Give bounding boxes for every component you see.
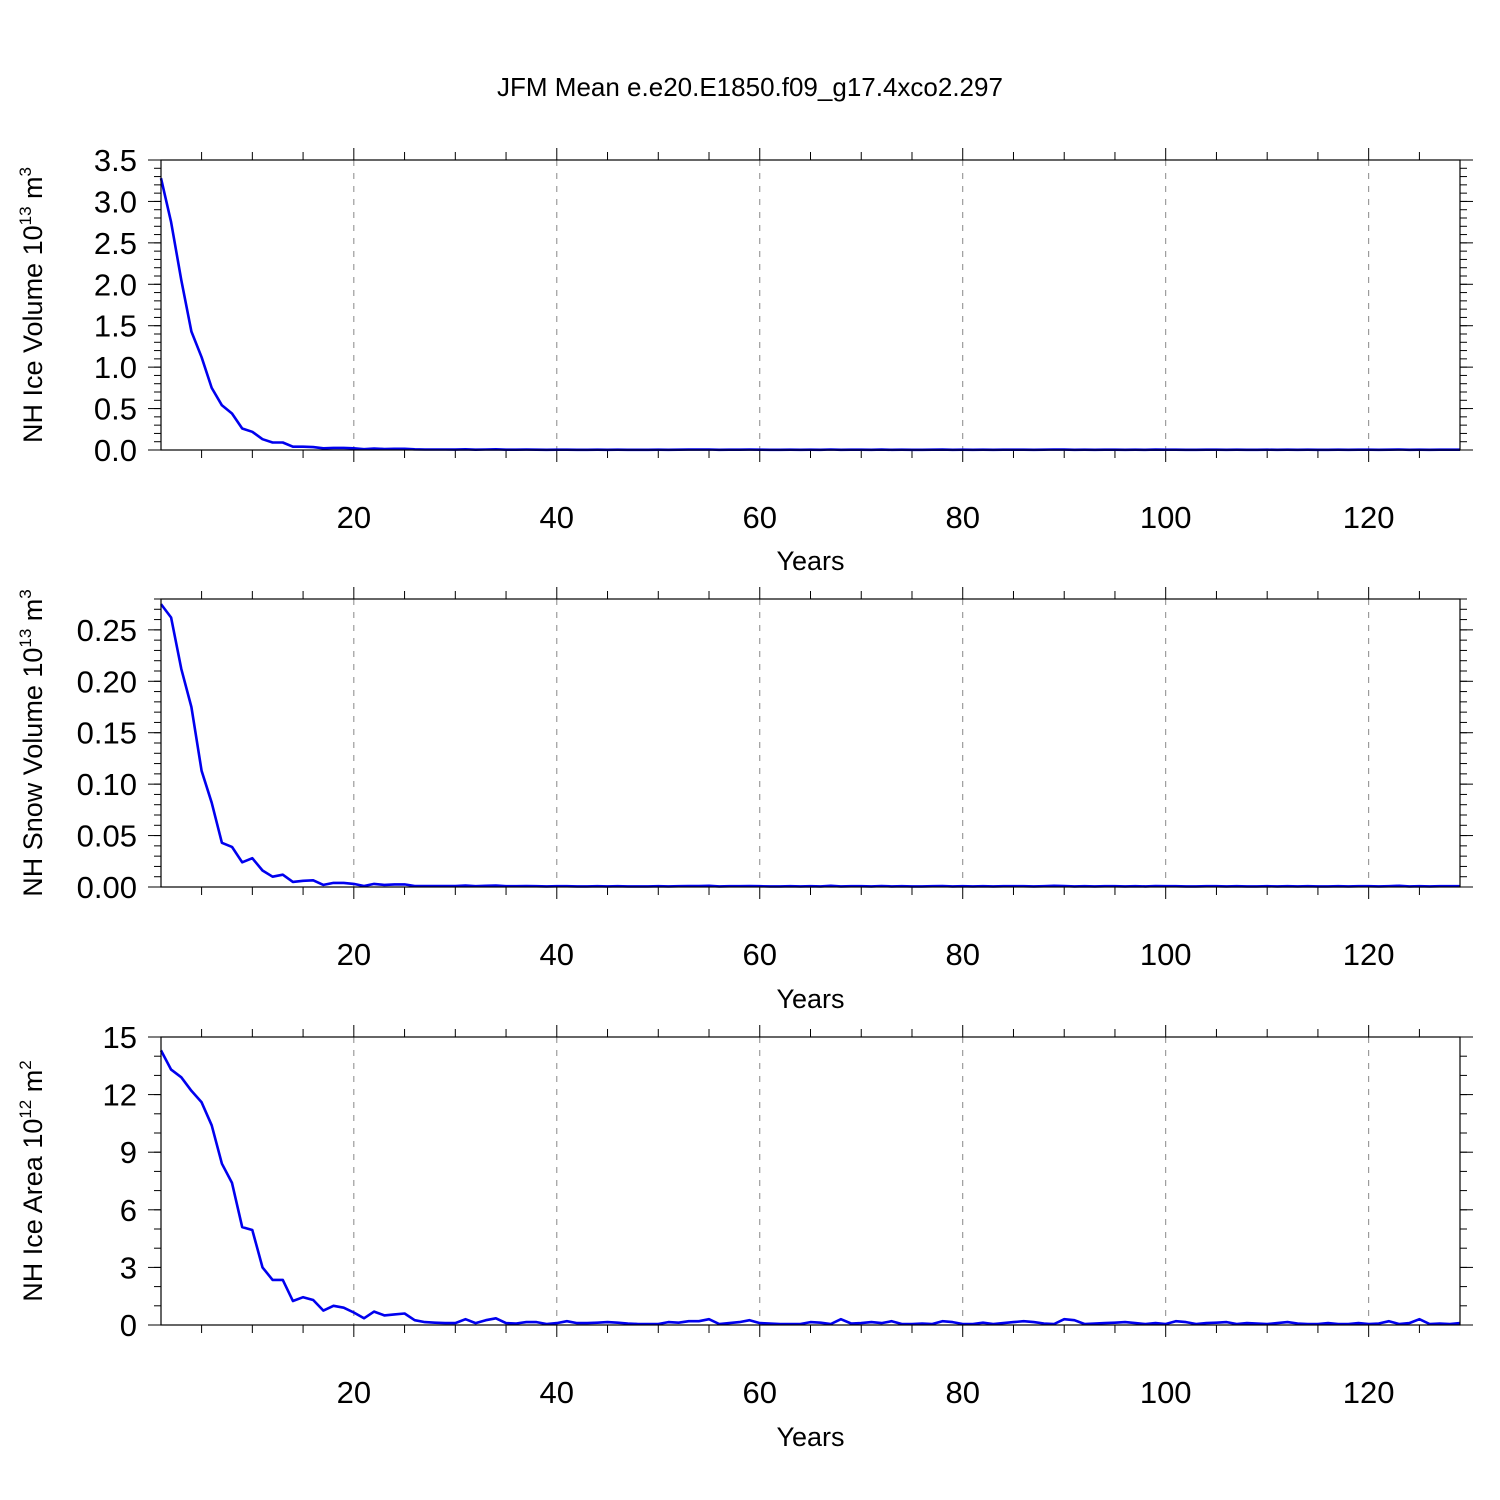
plot-frame [160, 159, 1461, 451]
y-tick-label: 2.5 [94, 226, 137, 261]
x-tick-label: 20 [337, 1375, 371, 1410]
y-tick-label: 0.20 [77, 664, 137, 699]
x-axis-label: Years [776, 546, 844, 576]
x-axis-label: Years [776, 984, 844, 1014]
y-tick-label: 6 [120, 1193, 137, 1228]
x-tick-label: 20 [337, 500, 371, 535]
x-tick-label: 40 [540, 1375, 574, 1410]
x-tick-label: 100 [1140, 937, 1192, 972]
x-tick-label: 80 [945, 1375, 979, 1410]
y-tick-label: 1.5 [94, 309, 137, 344]
x-tick-label: 60 [743, 500, 777, 535]
y-tick-label: 3.5 [94, 143, 137, 178]
y-tick-label: 12 [103, 1078, 137, 1113]
x-tick-label: 60 [743, 937, 777, 972]
y-tick-label: 15 [103, 1020, 137, 1055]
x-tick-label: 60 [743, 1375, 777, 1410]
y-axis-label: NH Snow Volume 1013 m3 [16, 589, 48, 897]
x-tick-label: 100 [1140, 500, 1192, 535]
panel-ice-volume: 0.0 0.5 1.0 1.5 2.0 2.5 3.0 3.5 20 40 60 80 100 120 Ye… [16, 143, 1473, 576]
plot-frame [160, 1036, 1461, 1326]
x-tick-label: 100 [1140, 1375, 1192, 1410]
y-tick-label: 0 [120, 1308, 137, 1343]
y-tick-label: 0.0 [94, 433, 137, 468]
y-tick-label: 0.10 [77, 767, 137, 802]
y-tick-label: 0.00 [77, 870, 137, 905]
figure-title: JFM Mean e.e20.E1850.f09_g17.4xco2.297 [497, 72, 1003, 102]
x-tick-label: 120 [1343, 1375, 1395, 1410]
panel-ice-area: 0 3 6 9 12 15 20 40 60 80 100 120 Years NH Ice Area 1… [16, 1020, 1473, 1452]
x-tick-label: 40 [540, 500, 574, 535]
x-tick-label: 20 [337, 937, 371, 972]
y-tick-label: 0.05 [77, 819, 137, 854]
y-tick-label: 9 [120, 1135, 137, 1170]
x-tick-label: 80 [945, 500, 979, 535]
y-axis-label: NH Ice Volume 1013 m3 [16, 167, 48, 443]
y-tick-label: 3.0 [94, 184, 137, 219]
series-line [159, 1049, 1461, 1326]
x-tick-label: 120 [1343, 500, 1395, 535]
plot-frame [160, 598, 1461, 888]
x-tick-label: 80 [945, 937, 979, 972]
y-tick-label: 0.5 [94, 392, 137, 427]
y-tick-label: 3 [120, 1250, 137, 1285]
y-tick-label: 0.15 [77, 716, 137, 751]
x-tick-label: 120 [1343, 937, 1395, 972]
y-tick-label: 2.0 [94, 267, 137, 302]
x-axis-label: Years [776, 1422, 844, 1452]
y-axis-label: NH Ice Area 1012 m2 [16, 1060, 48, 1301]
y-tick-label: 0.25 [77, 613, 137, 648]
x-tick-label: 40 [540, 937, 574, 972]
y-tick-label: 1.0 [94, 350, 137, 385]
panel-snow-volume: 0.00 0.05 0.10 0.15 0.20 0.25 20 40 60 80 100 120 Ye… [16, 587, 1473, 1014]
series-line [159, 603, 1460, 888]
